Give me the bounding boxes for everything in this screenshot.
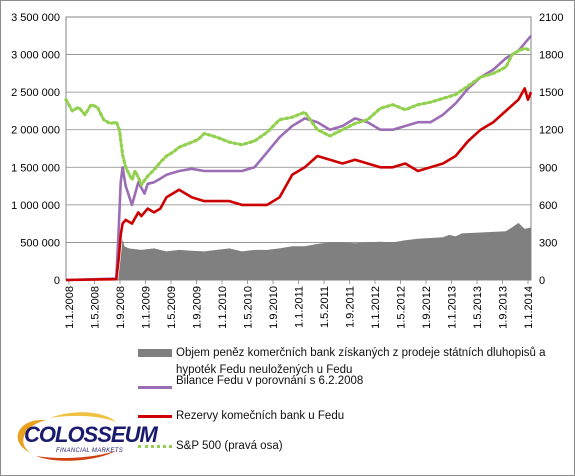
y-right-tick-label: 2100 [539,12,563,24]
x-tick-label: 1.1.2014 [523,286,535,329]
y-right-tick-label: 300 [539,237,557,249]
series-line-fed-balance [65,34,532,282]
logo-swoosh-icon [17,412,118,461]
logo-sub: FINANCIAL MARKETS [56,448,124,454]
x-tick-label: 1.1.2013 [447,286,459,329]
y-left-tick-label: 500 000 [20,237,60,249]
legend-swatch-area [138,349,172,357]
x-tick-label: 1.9.2012 [421,286,433,329]
x-tick-label: 1.1.2009 [141,286,153,329]
y-right-tick-label: 1200 [539,125,563,137]
x-tick-label: 1.1.2011 [294,286,306,328]
y-right-tick-label: 1800 [539,50,563,62]
legend-swatch-red [138,415,172,418]
y-left-tick-label: 3 000 000 [11,50,60,62]
y-left-tick-label: 2 000 000 [11,125,60,137]
x-tick-label: 1.1.2008 [64,286,76,329]
y-left-tick-label: 3 500 000 [11,12,60,24]
colosseum-logo: COLOSSEUM FINANCIAL MARKETS [6,398,158,468]
legend-label-bank-money: Objem peněz komerčních bank získaných z … [176,347,546,376]
x-tick-label: 1.1.2010 [217,286,229,329]
x-tick-label: 1.9.2008 [115,286,127,329]
y-left-tick-label: 1 500 000 [11,162,60,174]
y-right-tick-label: 0 [539,275,545,287]
logo-word: COLOSSEUM [24,422,158,447]
x-tick-label: 1.1.2012 [370,286,382,329]
x-tick-label: 1.5.2012 [396,286,408,329]
y-left-tick-label: 2 500 000 [11,87,60,99]
x-tick-label: 1.9.2011 [345,286,357,328]
x-tick-label: 1.5.2008 [90,286,102,329]
legend-label-reserves: Rezervy komečních bank u Fedu [176,410,345,422]
series-area-bank-money [66,222,531,280]
x-tick-label: 1.5.2010 [243,286,255,329]
x-tick-label: 1.5.2009 [166,286,178,329]
legend-label-sp500: S&P 500 (pravá osa) [176,440,283,452]
legend-swatch-green [138,445,172,451]
y-right-tick-label: 600 [539,200,557,212]
x-tick-label: 1.9.2010 [268,286,280,329]
x-tick-label: 1.9.2009 [192,286,204,329]
x-tick-label: 1.9.2013 [498,286,510,329]
legend-label-fed-balance: Bilance Fedu v porovnání s 6.2.2008 [176,375,364,387]
y-left-tick-label: 1 000 000 [11,200,60,212]
y-right-tick-label: 900 [539,162,557,174]
series-line-sp500 [64,46,533,187]
series-line-reserves [65,87,533,282]
x-tick-label: 1.5.2011 [319,286,331,328]
x-tick-label: 1.5.2013 [472,286,484,329]
y-right-tick-label: 1500 [539,87,563,99]
y-left-tick-label: 0 [54,275,60,287]
legend-swatch-purple [138,386,172,389]
